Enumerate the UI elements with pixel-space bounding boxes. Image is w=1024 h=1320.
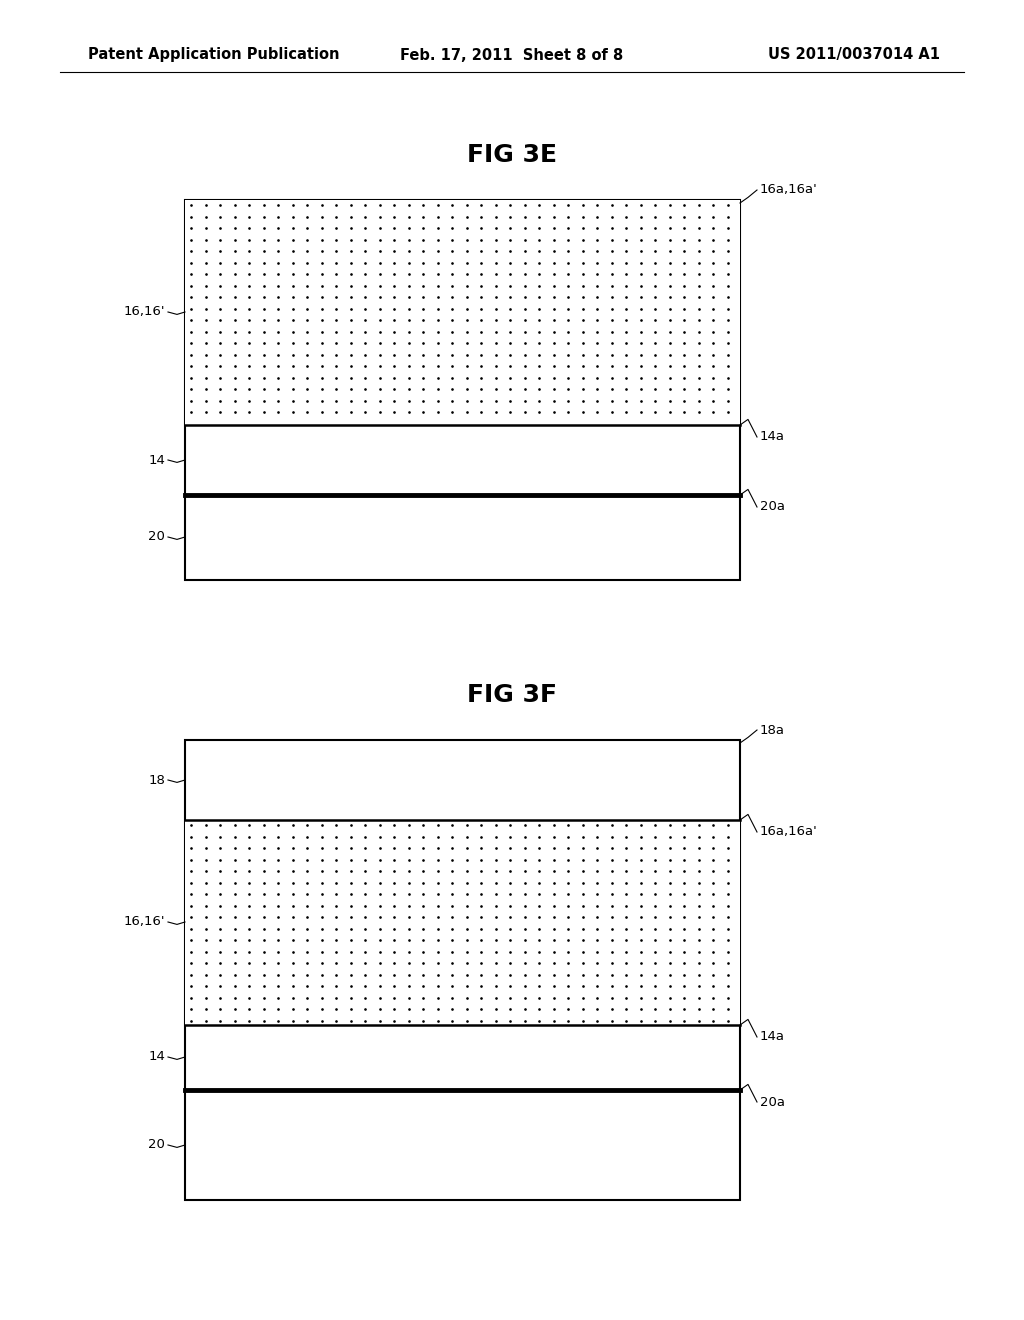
Bar bbox=[185, 741, 740, 1200]
Text: 20: 20 bbox=[148, 1138, 165, 1151]
Text: 18: 18 bbox=[148, 774, 165, 787]
Text: 20a: 20a bbox=[760, 500, 785, 513]
Text: FIG 3F: FIG 3F bbox=[467, 682, 557, 708]
Text: 16,16': 16,16' bbox=[124, 916, 165, 928]
Text: US 2011/0037014 A1: US 2011/0037014 A1 bbox=[768, 48, 940, 62]
Text: 16,16': 16,16' bbox=[124, 305, 165, 318]
Text: FIG 3E: FIG 3E bbox=[467, 143, 557, 168]
Text: 14: 14 bbox=[148, 1051, 165, 1064]
Text: 16a,16a': 16a,16a' bbox=[760, 183, 818, 197]
Bar bbox=[185, 201, 740, 579]
Bar bbox=[185, 201, 740, 425]
Text: Patent Application Publication: Patent Application Publication bbox=[88, 48, 340, 62]
Text: 16a,16a': 16a,16a' bbox=[760, 825, 818, 838]
Bar bbox=[185, 820, 740, 1026]
Text: 14a: 14a bbox=[760, 1031, 785, 1044]
Text: 20a: 20a bbox=[760, 1096, 785, 1109]
Text: 18a: 18a bbox=[760, 723, 785, 737]
Text: 14: 14 bbox=[148, 454, 165, 466]
Text: 20: 20 bbox=[148, 531, 165, 544]
Text: 14a: 14a bbox=[760, 430, 785, 444]
Text: Feb. 17, 2011  Sheet 8 of 8: Feb. 17, 2011 Sheet 8 of 8 bbox=[400, 48, 624, 62]
